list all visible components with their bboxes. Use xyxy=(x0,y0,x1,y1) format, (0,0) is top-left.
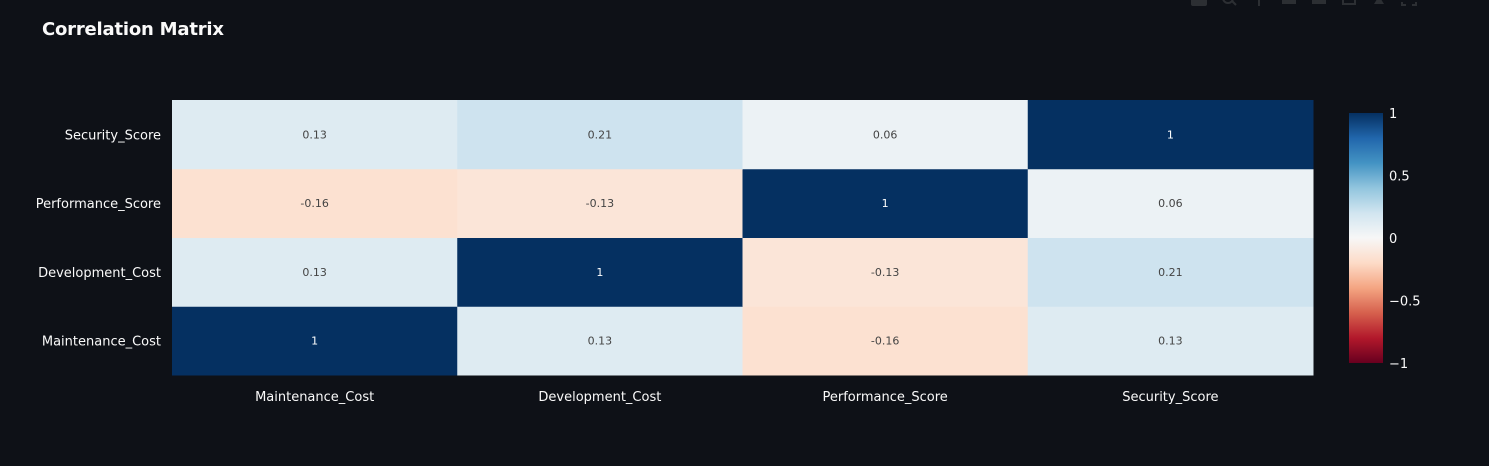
heatmap-cell[interactable] xyxy=(457,168,743,238)
chart-title: Correlation Matrix xyxy=(42,19,224,40)
heatmap-cell-label: 0.13 xyxy=(302,128,327,141)
x-tick-label: Development_Cost xyxy=(538,390,661,405)
heatmap-cell[interactable] xyxy=(1027,168,1314,238)
reset-axes-icon[interactable] xyxy=(1369,0,1389,6)
modebar xyxy=(1189,0,1419,6)
heatmap-cell[interactable] xyxy=(172,100,458,170)
heatmap-cell[interactable] xyxy=(1027,306,1314,376)
heatmap-cell-label: 0.21 xyxy=(588,128,613,141)
camera-icon[interactable] xyxy=(1189,0,1209,6)
pan-icon[interactable] xyxy=(1249,0,1269,6)
heatmap-cell-label: -0.13 xyxy=(586,197,614,210)
zoom-icon[interactable] xyxy=(1219,0,1239,6)
heatmap-cell[interactable] xyxy=(172,306,458,376)
autoscale-icon[interactable] xyxy=(1339,0,1359,6)
heatmap-cell-label: 0.13 xyxy=(302,266,327,279)
fullscreen-icon[interactable] xyxy=(1399,0,1419,6)
colorbar-tick-label: 1 xyxy=(1389,107,1397,122)
y-tick-label: Performance_Score xyxy=(36,197,161,212)
heatmap-cell-label: 0.06 xyxy=(873,128,898,141)
heatmap-cell[interactable] xyxy=(457,237,743,307)
heatmap-cell-labels: 1 0.13 -0.16 0.13 0.13 1 -0.13 0.21 -0.16 -0.13 1 0… xyxy=(300,128,1182,347)
colorbar-tick-label: 0.5 xyxy=(1389,170,1410,185)
heatmap-cell[interactable] xyxy=(457,100,743,170)
heatmap-cell-label: 0.21 xyxy=(1158,266,1183,279)
colorbar-gradient xyxy=(1349,113,1383,363)
heatmap-cell-label: -0.13 xyxy=(871,266,899,279)
heatmap-cell[interactable] xyxy=(1027,100,1314,170)
heatmap-cell-label: 0.13 xyxy=(588,335,613,348)
y-tick-label: Development_Cost xyxy=(38,266,161,281)
heatmap-cell[interactable] xyxy=(742,100,1029,170)
y-axis-tick-labels: Maintenance_Cost Development_Cost Performa… xyxy=(36,128,161,349)
heatmap-cell[interactable] xyxy=(742,306,1029,376)
colorbar-tick-label: −1 xyxy=(1389,357,1408,372)
heatmap-cell-label: 1 xyxy=(311,335,318,348)
heatmap-cell-label: 0.13 xyxy=(1158,335,1183,348)
heatmap-cell[interactable] xyxy=(457,306,743,376)
heatmap-cell-label: 1 xyxy=(1167,128,1174,141)
x-axis-tick-labels: Maintenance_Cost Development_Cost Performa… xyxy=(255,390,1218,405)
heatmap-cell-label: 0.06 xyxy=(1158,197,1183,210)
colorbar: 1 0.5 0 −0.5 −1 xyxy=(1349,107,1421,372)
colorbar-tick-label: −0.5 xyxy=(1389,295,1421,310)
heatmap-cell[interactable] xyxy=(742,168,1029,238)
heatmap-cell[interactable] xyxy=(1027,237,1314,307)
x-tick-label: Security_Score xyxy=(1122,390,1218,405)
y-tick-label: Maintenance_Cost xyxy=(42,335,161,350)
x-tick-label: Maintenance_Cost xyxy=(255,390,374,405)
zoom-out-icon[interactable] xyxy=(1309,0,1329,6)
x-tick-label: Performance_Score xyxy=(822,390,947,405)
heatmap-cell-label: 1 xyxy=(882,197,889,210)
zoom-in-icon[interactable] xyxy=(1279,0,1299,6)
heatmap-cell-label: 1 xyxy=(596,266,603,279)
heatmap-cell[interactable] xyxy=(172,237,458,307)
heatmap-cell[interactable] xyxy=(742,237,1029,307)
colorbar-tick-label: 0 xyxy=(1389,232,1397,247)
heatmap-cells xyxy=(172,100,1314,376)
heatmap-cell-label: -0.16 xyxy=(300,197,328,210)
heatmap-cell[interactable] xyxy=(172,168,458,238)
y-tick-label: Security_Score xyxy=(65,128,161,143)
heatmap-cell-label: -0.16 xyxy=(871,335,899,348)
